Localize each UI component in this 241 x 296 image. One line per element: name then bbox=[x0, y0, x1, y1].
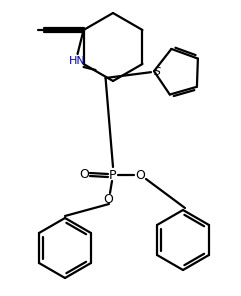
Text: S: S bbox=[154, 67, 161, 77]
Text: O: O bbox=[135, 168, 145, 181]
Text: O: O bbox=[79, 168, 89, 181]
Text: O: O bbox=[103, 192, 113, 205]
Text: P: P bbox=[109, 168, 117, 181]
Text: HN: HN bbox=[69, 56, 86, 66]
